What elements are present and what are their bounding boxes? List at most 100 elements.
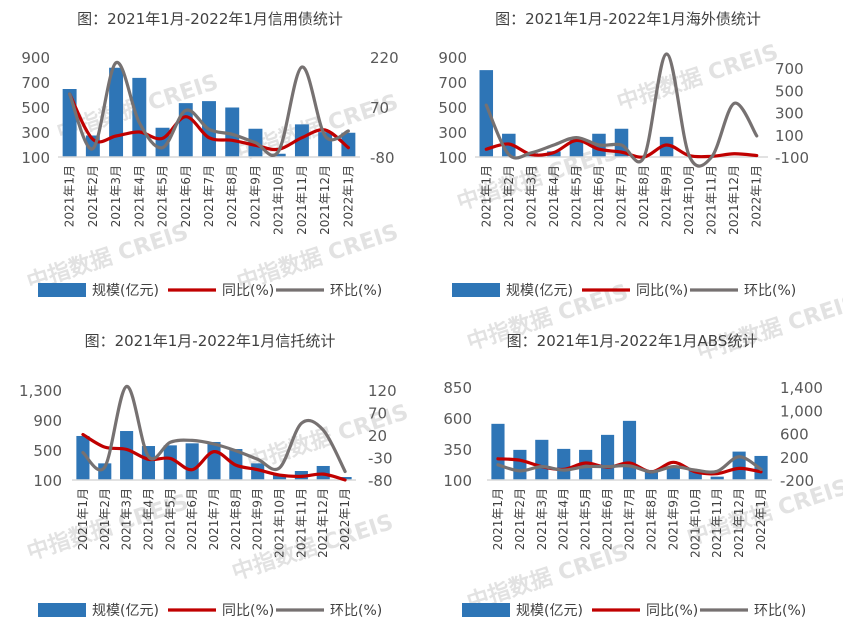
left-axis-tick: 700 xyxy=(438,74,467,92)
bar xyxy=(622,420,637,480)
x-axis-tick: 2021年2月 xyxy=(513,488,527,550)
bar xyxy=(109,67,124,157)
left-axis-tick: 100 xyxy=(438,149,467,167)
x-axis-tick: 2021年12月 xyxy=(318,165,332,235)
bar xyxy=(579,449,593,480)
left-axis-tick: 350 xyxy=(443,441,472,459)
legend-bar-swatch xyxy=(38,283,86,297)
legend-yoy-label: 同比(%) xyxy=(646,603,698,619)
bar xyxy=(141,446,156,480)
x-axis-tick: 2021年2月 xyxy=(98,488,112,550)
bar xyxy=(688,469,702,480)
x-axis-tick: 2021年7月 xyxy=(615,165,629,227)
bar xyxy=(614,128,629,157)
right-axis-tick: 1,400 xyxy=(780,379,823,397)
legend: 规模(亿元) 同比(%) 环比(%) xyxy=(452,283,796,299)
legend-bar-swatch xyxy=(462,603,510,617)
x-axis-tick: 2022年1月 xyxy=(341,165,355,227)
left-axis-tick: 500 xyxy=(33,442,62,460)
x-axis-tick: 2021年11月 xyxy=(705,165,719,235)
watermark: 中指数据 CREIS xyxy=(694,289,843,366)
left-axis-tick: 900 xyxy=(21,49,50,67)
left-axis-tick: 700 xyxy=(21,74,50,92)
x-axis-tick: 2021年4月 xyxy=(557,488,571,550)
x-axis-tick: 2021年8月 xyxy=(225,165,239,227)
right-axis-tick: -80 xyxy=(368,472,393,490)
chart-1: 图：2021年1月-2022年1月信用债统计 100 300 500 700 900 -80… xyxy=(21,10,398,299)
legend-bar-label: 规模(亿元) xyxy=(92,603,159,619)
x-axis-tick: 2021年6月 xyxy=(592,165,606,227)
x-axis-tick: 2021年12月 xyxy=(732,488,746,558)
bar xyxy=(666,466,680,480)
left-axis-tick: 600 xyxy=(443,410,472,428)
right-axis-tick: 300 xyxy=(775,105,804,123)
x-axis-tick: 2021年5月 xyxy=(569,165,583,227)
x-axis-tick: 2021年4月 xyxy=(132,165,146,227)
x-axis-tick: 2021年2月 xyxy=(502,165,516,227)
left-axis-tick: 100 xyxy=(33,472,62,490)
bar xyxy=(479,70,494,157)
bar xyxy=(513,449,527,480)
x-axis-tick: 2021年11月 xyxy=(294,488,308,558)
bar xyxy=(163,445,177,480)
x-axis-tick: 2021年10月 xyxy=(688,488,702,558)
x-axis-tick: 2021年3月 xyxy=(535,488,549,550)
x-axis-tick: 2021年1月 xyxy=(76,488,90,550)
left-axis-tick: 900 xyxy=(33,412,62,430)
x-axis-tick: 2021年9月 xyxy=(251,488,265,550)
bar xyxy=(76,435,90,480)
legend-bar-swatch xyxy=(452,283,500,297)
right-axis-tick: 200 xyxy=(780,449,809,467)
legend-yoy-label: 同比(%) xyxy=(222,603,274,619)
legend: 规模(亿元) 同比(%) 环比(%) xyxy=(462,603,806,619)
x-axis-tick: 2021年11月 xyxy=(295,165,309,235)
x-axis-tick: 2021年11月 xyxy=(710,488,724,558)
right-axis-tick: 20 xyxy=(368,427,387,445)
bar xyxy=(98,463,112,480)
mom-line xyxy=(68,61,350,157)
x-axis-tick: 2021年4月 xyxy=(141,488,155,550)
chart-4: 图：2021年1月-2022年1月ABS统计 100 350 600 850 -200 20… xyxy=(443,332,823,619)
bar xyxy=(491,423,505,480)
x-axis-tick: 2021年1月 xyxy=(63,165,77,227)
x-axis-tick: 2021年10月 xyxy=(682,165,696,235)
x-axis-tick: 2021年3月 xyxy=(524,165,538,227)
bar xyxy=(710,476,724,480)
legend: 规模(亿元) 同比(%) 环比(%) xyxy=(38,283,382,299)
bar xyxy=(341,132,356,157)
x-axis-tick: 2021年9月 xyxy=(248,165,262,227)
left-axis-tick: 300 xyxy=(21,124,50,142)
legend: 规模(亿元) 同比(%) 环比(%) xyxy=(38,603,382,619)
x-axis-tick: 2022年1月 xyxy=(750,165,764,227)
legend-bar-label: 规模(亿元) xyxy=(506,283,573,299)
bar xyxy=(62,89,77,157)
x-axis-tick: 2021年7月 xyxy=(623,488,637,550)
x-axis-tick: 2021年8月 xyxy=(644,488,658,550)
mom-line xyxy=(81,384,347,474)
x-axis-tick: 2021年9月 xyxy=(666,488,680,550)
yoy-line xyxy=(81,432,347,482)
right-axis-tick: 600 xyxy=(780,426,809,444)
chart-3: 图：2021年1月-2022年1月信托统计 100 500 900 1,300 -80 -3… xyxy=(19,332,397,619)
watermark: 中指数据 CREIS xyxy=(614,39,782,116)
x-axis-tick: 2021年6月 xyxy=(601,488,615,550)
x-axis-tick: 2021年5月 xyxy=(579,488,593,550)
bar xyxy=(132,77,147,157)
chart-title: 图：2021年1月-2022年1月海外债统计 xyxy=(495,10,761,28)
yoy-line xyxy=(68,92,350,152)
x-axis-tick: 2021年1月 xyxy=(491,488,505,550)
x-axis-tick: 2021年1月 xyxy=(479,165,493,227)
mom-line xyxy=(484,52,759,168)
x-axis-tick: 2021年8月 xyxy=(637,165,651,227)
legend-mom-label: 环比(%) xyxy=(330,603,382,619)
legend-bar-swatch xyxy=(38,603,86,617)
x-axis-tick: 2021年10月 xyxy=(273,488,287,558)
bar xyxy=(535,439,549,480)
x-axis-tick: 2021年8月 xyxy=(229,488,243,550)
legend-yoy-label: 同比(%) xyxy=(636,283,688,299)
right-axis-tick: -100 xyxy=(775,149,809,167)
right-axis-tick: 100 xyxy=(775,127,804,145)
x-axis-tick: 2022年1月 xyxy=(754,488,768,550)
bar xyxy=(120,431,134,480)
